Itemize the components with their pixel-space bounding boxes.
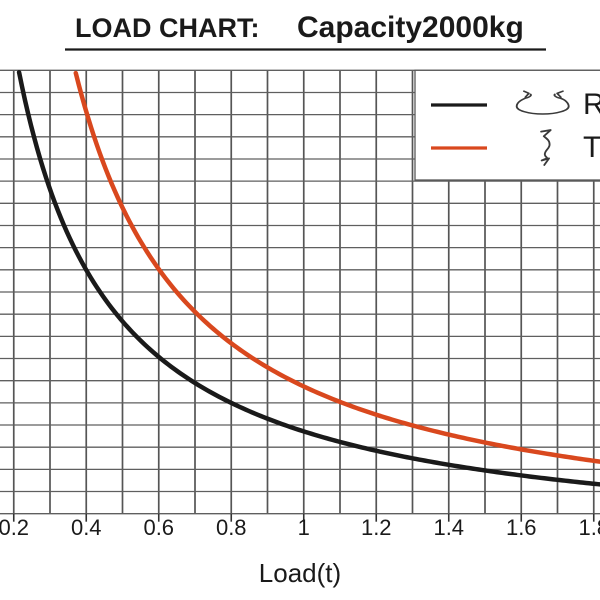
svg-text:LOAD CHART:: LOAD CHART: [75,13,259,43]
svg-text:0.2: 0.2 [0,515,29,540]
svg-text:T: T [583,131,600,164]
svg-text:0.8: 0.8 [216,515,247,540]
svg-text:Capacity2000kg: Capacity2000kg [297,11,524,44]
svg-text:0.6: 0.6 [143,515,174,540]
svg-text:1.2: 1.2 [361,515,392,540]
svg-text:1.4: 1.4 [433,515,464,540]
svg-text:1.8: 1.8 [578,515,600,540]
svg-text:1: 1 [298,515,310,540]
svg-text:R: R [583,88,600,121]
svg-text:1.6: 1.6 [506,515,537,540]
svg-text:Load(t): Load(t) [259,558,341,588]
svg-text:0.4: 0.4 [71,515,102,540]
